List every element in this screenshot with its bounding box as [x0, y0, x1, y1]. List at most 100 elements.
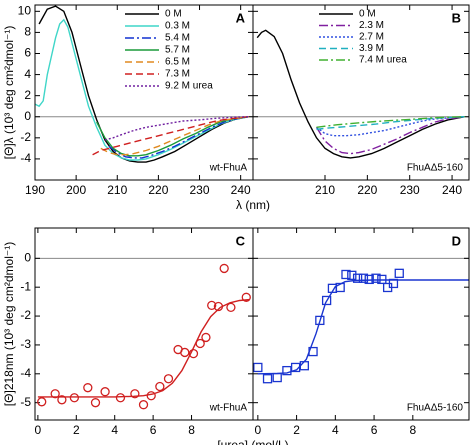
data-point [282, 365, 292, 376]
legend-label: 5.4 M [165, 33, 190, 44]
x-tick-label: 8 [409, 423, 416, 437]
data-point [100, 387, 110, 397]
plot-area [256, 29, 465, 159]
data-point [57, 395, 67, 405]
x-tick-label: 240 [442, 183, 462, 197]
legend-label: 9.2 M urea [165, 81, 213, 92]
legend-label: 2.7 M [359, 32, 384, 43]
plot-frame [34, 4, 254, 181]
x-tick-label: 6 [371, 423, 378, 437]
x-tick-label: 240 [231, 183, 251, 197]
panel-label: B [452, 10, 461, 25]
x-tick-label: 4 [111, 423, 118, 437]
data-line [315, 116, 465, 155]
data-line [108, 116, 250, 159]
x-tick-label: 2 [293, 423, 300, 437]
data-point [352, 273, 363, 283]
data-line [316, 116, 465, 128]
data-line [96, 116, 249, 157]
x-tick-label: 0 [254, 423, 261, 437]
legend-label: 0.3 M [165, 21, 190, 32]
data-point [83, 383, 93, 393]
plot-frame [252, 227, 470, 421]
x-tick-label: 6 [150, 423, 157, 437]
data-point [69, 393, 80, 403]
data-point [130, 389, 140, 399]
x-tick-label: 220 [148, 183, 168, 197]
data-point [394, 268, 404, 278]
data-point [219, 263, 229, 274]
legend-label: 0 M [165, 9, 182, 20]
data-point [155, 381, 165, 392]
y-tick-label: -4 [20, 366, 31, 380]
x-tick-label: 2 [73, 423, 80, 437]
x-tick-label: 230 [400, 183, 420, 197]
data-point [90, 398, 101, 408]
data-point [180, 347, 190, 358]
data-point [358, 273, 369, 283]
panel-label: A [236, 10, 246, 25]
data-point [272, 372, 282, 383]
y-tick-label: 8 [24, 25, 31, 39]
data-line [256, 29, 465, 159]
y-tick-label: 6 [24, 46, 31, 60]
legend-label: 2.3 M [359, 20, 384, 31]
data-point [37, 397, 47, 407]
data-line [316, 116, 465, 131]
y-tick-label: 10 [18, 3, 32, 17]
plot-frame [252, 4, 470, 181]
data-line [316, 116, 465, 137]
data-point [299, 361, 309, 371]
legend-label: 7.4 M urea [359, 55, 407, 66]
data-line [38, 5, 250, 163]
x-tick-label: 210 [107, 183, 127, 197]
plot-area [37, 263, 251, 410]
x-tick-label: 220 [357, 183, 377, 197]
y-tick-label: 4 [24, 67, 31, 81]
x-tick-label: 230 [190, 183, 210, 197]
y-tick-label: -3 [20, 337, 31, 351]
data-point [253, 362, 263, 373]
annotation: FhuAΔ5-160 [407, 403, 464, 414]
x-tick-label: 200 [66, 183, 86, 197]
y-tick-label: -4 [20, 151, 31, 165]
plot-area [253, 268, 469, 384]
data-point [315, 315, 325, 326]
y-tick-label: 2 [24, 88, 31, 102]
x-axis-label: λ (nm) [236, 198, 270, 212]
legend-label: 3.9 M [359, 43, 384, 54]
legend-label: 7.3 M [165, 69, 190, 80]
data-point [347, 270, 357, 281]
plot-frame [34, 227, 254, 421]
data-point [201, 332, 211, 343]
y-tick-label: -5 [20, 395, 31, 409]
data-line [104, 116, 249, 141]
data-line [92, 116, 249, 156]
data-line [257, 279, 469, 375]
y-tick-label: -1 [20, 279, 31, 293]
x-tick-label: 210 [315, 183, 335, 197]
annotation: FhuAΔ5-160 [407, 163, 464, 174]
x-axis-label: [urea] (mol/L) [217, 438, 288, 445]
data-point [371, 273, 381, 283]
data-point [321, 295, 332, 306]
y-tick-label: 0 [24, 250, 31, 264]
data-point [50, 389, 60, 399]
data-point [262, 374, 273, 384]
x-tick-label: 4 [332, 423, 339, 437]
data-point [163, 374, 174, 384]
data-point [226, 302, 236, 313]
y-tick-label: -2 [20, 308, 31, 322]
panel-label: D [452, 233, 461, 248]
y-axis-label: [Θ]218nm (10³ deg cm²dmol⁻¹) [2, 242, 16, 406]
data-line [100, 116, 249, 156]
x-tick-label: 0 [35, 423, 42, 437]
plot-area [35, 5, 250, 163]
y-axis-label: [Θ]λ (10³ deg cm²dmol⁻¹) [2, 26, 16, 160]
annotation: wt-FhuA [209, 403, 248, 414]
data-line [37, 298, 250, 398]
data-point [115, 393, 126, 403]
data-point [241, 292, 251, 302]
x-tick-label: 190 [25, 183, 45, 197]
